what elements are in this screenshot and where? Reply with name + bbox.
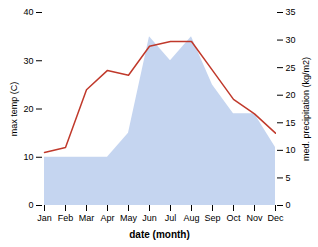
svg-text:10: 10 — [286, 145, 296, 155]
svg-text:20: 20 — [286, 90, 296, 100]
svg-text:30: 30 — [286, 35, 296, 45]
svg-text:5: 5 — [286, 173, 291, 183]
svg-text:Nov: Nov — [246, 213, 263, 223]
svg-text:40: 40 — [23, 7, 33, 17]
svg-text:Jan: Jan — [37, 213, 52, 223]
svg-text:date (month): date (month) — [129, 229, 190, 240]
svg-text:Oct: Oct — [226, 213, 241, 223]
svg-text:Mar: Mar — [79, 213, 95, 223]
svg-text:0: 0 — [28, 200, 33, 210]
svg-text:0: 0 — [286, 200, 291, 210]
svg-text:Dec: Dec — [267, 213, 284, 223]
svg-text:May: May — [120, 213, 138, 223]
svg-text:15: 15 — [286, 118, 296, 128]
svg-text:med. precipitation (kg/m2): med. precipitation (kg/m2) — [301, 57, 311, 161]
svg-text:10: 10 — [23, 152, 33, 162]
svg-text:Sep: Sep — [204, 213, 220, 223]
svg-text:35: 35 — [286, 7, 296, 17]
svg-text:Feb: Feb — [58, 213, 74, 223]
svg-text:max temp (C): max temp (C) — [9, 82, 19, 137]
svg-text:Jun: Jun — [142, 213, 157, 223]
svg-text:Aug: Aug — [183, 213, 199, 223]
svg-text:20: 20 — [23, 104, 33, 114]
svg-text:Apr: Apr — [100, 213, 114, 223]
svg-text:25: 25 — [286, 63, 296, 73]
svg-text:30: 30 — [23, 56, 33, 66]
svg-text:Jul: Jul — [165, 213, 177, 223]
